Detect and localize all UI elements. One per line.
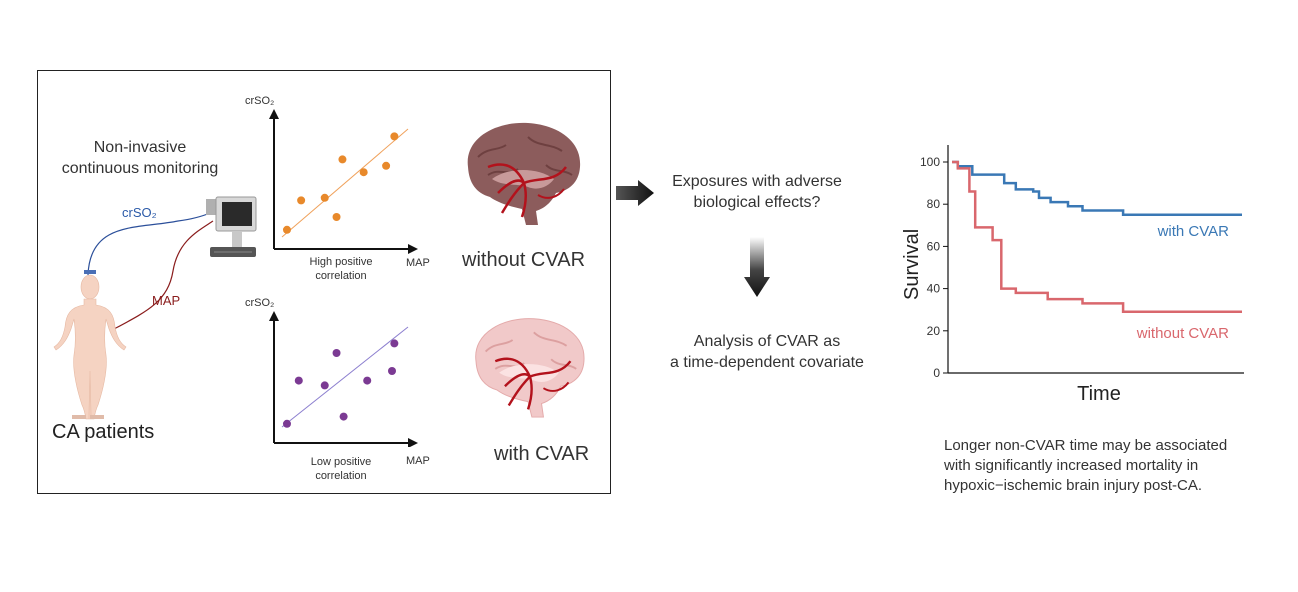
question-line-2: biological effects? xyxy=(693,194,821,211)
y-tick-label-20: 20 xyxy=(927,324,941,338)
monitoring-line-1: Non-invasive xyxy=(93,139,187,156)
monitoring-line-2: continuous monitoring xyxy=(61,160,219,177)
patient-monitor-illustration xyxy=(53,196,257,420)
top-plot-point-3 xyxy=(320,193,329,202)
y-tick-label-60: 60 xyxy=(927,239,941,253)
y-tick-label-80: 80 xyxy=(927,197,941,211)
bottom-plot-point-5 xyxy=(339,412,348,421)
without-cvar-brain-label: without CVAR xyxy=(462,249,586,271)
down-arrow-icon xyxy=(744,237,770,297)
monitor-icon xyxy=(206,196,257,257)
y-tick-label-0: 0 xyxy=(933,366,940,380)
top-plot-ylabel: crSO₂ xyxy=(245,95,275,107)
conclusion-line-2: with significantly increased mortality i… xyxy=(944,457,1199,474)
top-plot-caption-line-2: correlation xyxy=(315,270,367,282)
series-line-with-cvar xyxy=(952,160,1242,216)
top-plot-trendline xyxy=(281,128,409,238)
legend-without-cvar: without CVAR xyxy=(1136,325,1229,342)
cvar-monitoring-panel: Non-invasive continuous monitoring crSO₂… xyxy=(37,70,611,494)
bottom-correlation-plot xyxy=(269,311,418,447)
patients-label: CA patients xyxy=(52,421,155,443)
top-plot-caption-line-1: High positive xyxy=(309,256,373,268)
conclusion-line-1: Longer non-CVAR time may be associated xyxy=(944,437,1228,454)
series-line-without-cvar xyxy=(952,160,1242,314)
brain-icon-light xyxy=(475,318,585,418)
bottom-plot-point-1 xyxy=(282,419,291,428)
top-plot-point-1 xyxy=(282,225,291,234)
conclusion-text: Longer non-CVAR time may be associated w… xyxy=(944,436,1227,496)
y-axis-label: Survival xyxy=(901,229,923,300)
brain-icon-dark xyxy=(467,122,581,225)
analysis-line-2: a time-dependent covariate xyxy=(670,354,864,371)
crso2-wire xyxy=(87,212,211,276)
bottom-plot-ylabel: crSO₂ xyxy=(245,297,275,309)
map-wire-label: MAP xyxy=(152,293,181,308)
bottom-plot-point-7 xyxy=(388,367,396,375)
bottom-plot-point-4 xyxy=(332,349,341,357)
bottom-plot-caption-line-1: Low positive xyxy=(310,456,372,468)
y-tick-label-40: 40 xyxy=(927,282,941,296)
survival-chart: 0 20 40 60 80 100 Survival Time with CVAR wit… xyxy=(901,145,1244,405)
bottom-plot-point-8 xyxy=(390,339,399,348)
top-plot-point-5 xyxy=(338,155,347,164)
map-wire xyxy=(113,220,214,330)
bottom-plot-xlabel: MAP xyxy=(406,455,430,467)
legend-with-cvar: with CVAR xyxy=(1157,223,1230,240)
top-plot-point-4 xyxy=(332,213,341,221)
top-plot-xlabel: MAP xyxy=(406,257,430,269)
x-axis-label: Time xyxy=(1077,383,1121,405)
monitoring-description: Non-invasive continuous monitoring xyxy=(50,137,230,179)
patient-figure-icon xyxy=(53,270,127,420)
bottom-plot-caption: Low positive correlation xyxy=(296,455,386,483)
bottom-plot-caption-line-2: correlation xyxy=(315,470,367,482)
crso2-wire-label: crSO₂ xyxy=(122,205,157,220)
analysis-description: Analysis of CVAR as a time-dependent cov… xyxy=(650,331,884,373)
with-cvar-brain-label: with CVAR xyxy=(494,443,590,465)
bottom-plot-point-2 xyxy=(294,376,303,385)
top-plot-point-6 xyxy=(359,168,368,177)
adverse-effects-question: Exposures with adverse biological effect… xyxy=(650,171,864,213)
bottom-plot-point-6 xyxy=(363,376,372,385)
top-plot-point-8 xyxy=(390,132,399,141)
question-line-1: Exposures with adverse xyxy=(672,173,842,190)
top-plot-caption: High positive correlation xyxy=(296,255,386,283)
y-tick-label-100: 100 xyxy=(920,155,940,169)
conclusion-line-3: hypoxic−ischemic brain injury post-CA. xyxy=(944,477,1203,494)
analysis-line-1: Analysis of CVAR as xyxy=(693,333,841,350)
top-correlation-plot xyxy=(269,109,418,254)
bottom-plot-trendline xyxy=(281,326,409,428)
right-arrow-icon xyxy=(616,180,654,206)
top-plot-point-2 xyxy=(297,196,306,205)
bottom-plot-point-3 xyxy=(320,381,329,390)
top-plot-point-7 xyxy=(382,161,391,170)
